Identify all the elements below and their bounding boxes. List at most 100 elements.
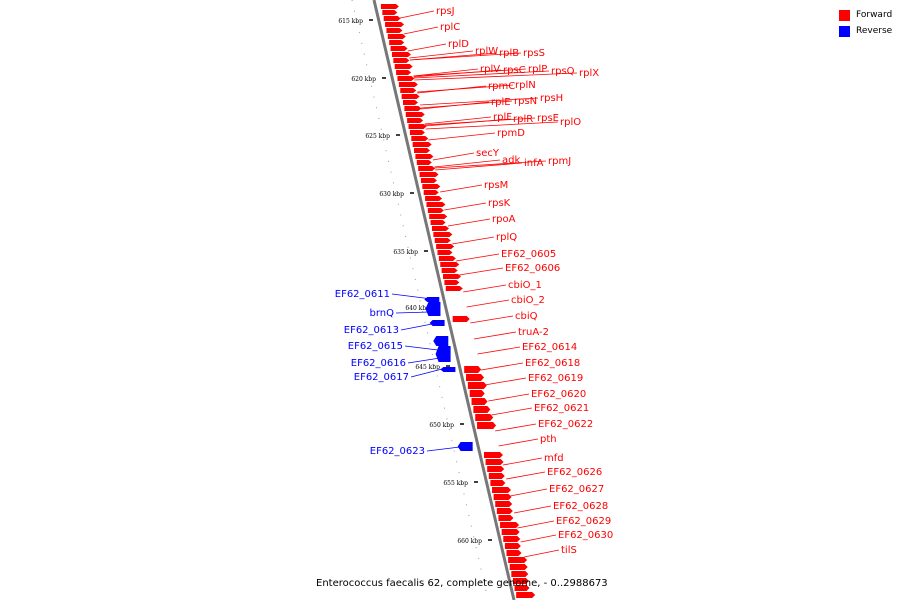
forward-gene-label: EF62_0628 (553, 501, 608, 512)
forward-label-leader (434, 160, 547, 169)
reverse-label-leader (391, 293, 433, 300)
forward-gene-block (508, 557, 528, 563)
forward-gene-label: truA-2 (518, 327, 549, 338)
forward-label-leader (444, 202, 487, 211)
forward-gene-block (467, 382, 487, 389)
tick-label: 615 kbp (338, 18, 363, 25)
forward-gene-blocks (380, 4, 536, 598)
forward-gene-block (403, 100, 418, 105)
forward-gene-block (401, 94, 420, 99)
forward-gene-block (383, 16, 401, 21)
forward-gene-label: rpmD (497, 128, 525, 139)
forward-gene-label: rpmJ (548, 156, 571, 167)
forward-label-leader (506, 471, 546, 480)
forward-gene-block (380, 4, 399, 9)
tick-label: 650 kbp (429, 422, 454, 429)
forward-gene-block (498, 515, 514, 521)
forward-label-leader (413, 68, 479, 77)
forward-gene-block (441, 268, 458, 273)
forward-gene-block (500, 522, 520, 528)
forward-gene-block (485, 459, 504, 465)
tick-label: 640 kbp (405, 305, 430, 312)
forward-gene-label: cbiO_2 (511, 295, 545, 306)
forward-gene-label: EF62_0605 (501, 249, 556, 260)
forward-gene-block (443, 274, 462, 279)
forward-gene-block (415, 154, 434, 159)
forward-label-leader (481, 362, 524, 371)
forward-gene-label: rplP (528, 64, 547, 75)
forward-label-leader (425, 121, 559, 130)
forward-gene-block (412, 142, 432, 147)
forward-label-leader (409, 50, 474, 59)
forward-gene-block (477, 422, 497, 429)
forward-label-leader (459, 267, 504, 276)
forward-label-leader (491, 407, 533, 416)
forward-label-leader (424, 117, 536, 126)
forward-label-leader (434, 159, 501, 168)
forward-gene-block (509, 564, 528, 570)
reverse-gene-label: brnQ (370, 308, 395, 319)
forward-label-leader (455, 253, 500, 262)
forward-gene-block (408, 124, 427, 129)
forward-gene-label: rplC (440, 22, 460, 33)
tick-label: 635 kbp (393, 249, 418, 256)
forward-gene-label: rpoA (492, 214, 516, 225)
reverse-label-leader (410, 367, 447, 378)
forward-gene-block (426, 202, 446, 207)
forward-gene-block (437, 250, 453, 255)
forward-gene-block (400, 88, 417, 93)
forward-label-leader (510, 488, 548, 497)
forward-gene-label: rplD (448, 39, 469, 50)
forward-gene-block (418, 166, 436, 171)
forward-label-leader (440, 184, 483, 193)
reverse-gene-block (424, 297, 440, 302)
forward-gene-block (393, 58, 410, 63)
forward-gene-block (516, 592, 536, 598)
forward-label-leader (477, 346, 521, 355)
forward-label-leader (420, 100, 513, 109)
forward-label-leader (466, 299, 510, 308)
forward-gene-block (382, 10, 398, 15)
forward-gene-block (471, 398, 488, 405)
reverse-gene-block (425, 302, 441, 316)
forward-gene-block (416, 160, 432, 165)
forward-gene-block (405, 112, 425, 117)
forward-gene-label: rplQ (496, 232, 517, 243)
forward-gene-label: EF62_0627 (549, 484, 604, 495)
forward-gene-label: rplE (491, 97, 511, 108)
forward-gene-label: rpsS (523, 48, 545, 59)
forward-gene-label: rplW (475, 46, 498, 57)
legend-forward: Forward (839, 9, 892, 21)
forward-gene-block (390, 46, 408, 51)
reverse-gene-block (457, 442, 473, 451)
forward-gene-block (427, 208, 444, 213)
forward-gene-label: rplX (579, 68, 599, 79)
forward-label-leader (520, 534, 557, 543)
forward-gene-label: tilS (561, 545, 577, 556)
forward-gene-label: EF62_0621 (534, 403, 589, 414)
forward-gene-block (423, 190, 439, 195)
forward-gene-label: rplR (513, 114, 533, 125)
forward-gene-label: infA (524, 158, 544, 169)
forward-gene-label: rpsH (540, 93, 563, 104)
forward-gene-block (483, 452, 503, 458)
reverse-gene-label: EF62_0615 (348, 341, 403, 352)
reverse-label-leader (400, 323, 433, 331)
reverse-label-leader (404, 345, 439, 351)
forward-gene-block (440, 262, 460, 267)
forward-label-leader (498, 438, 539, 447)
forward-label-leader (403, 26, 439, 35)
forward-gene-block (433, 232, 453, 237)
reverse-gene-label: EF62_0617 (354, 372, 409, 383)
forward-gene-block (464, 366, 482, 373)
reverse-gene-label: EF62_0623 (370, 446, 425, 457)
forward-gene-block (385, 22, 405, 27)
forward-gene-block (422, 184, 441, 189)
forward-gene-label: rplV (480, 64, 500, 75)
forward-gene-block (473, 406, 491, 413)
forward-gene-block (420, 178, 437, 183)
forward-gene-block (397, 76, 415, 81)
legend-forward-label: Forward (856, 10, 893, 20)
forward-gene-block (398, 82, 418, 87)
